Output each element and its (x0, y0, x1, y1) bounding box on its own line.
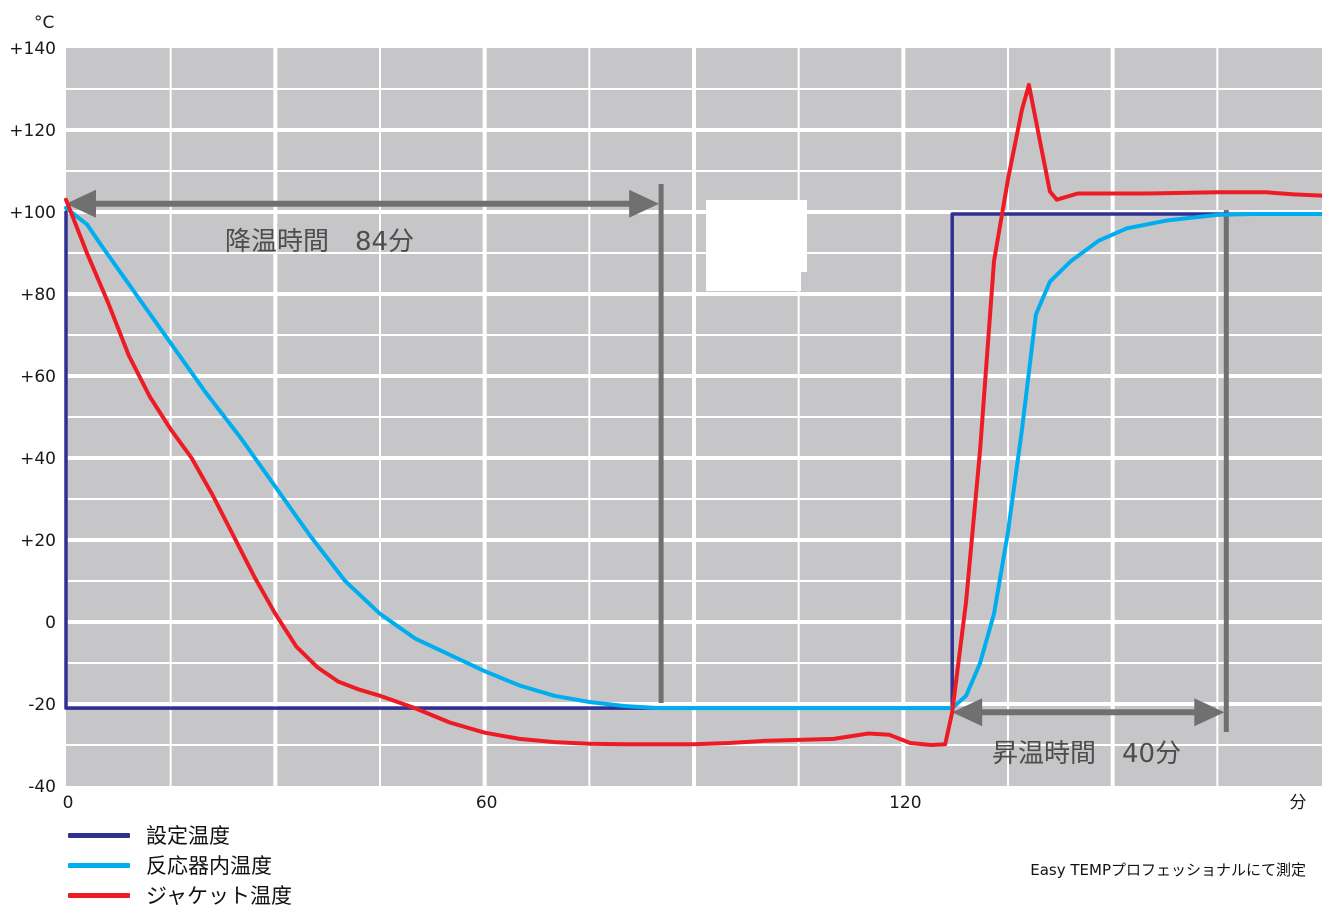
legend: 設定温度 反応器内温度 ジャケット温度 (68, 820, 292, 910)
y-axis-ticks: +140 +120 +100 +80 +60 +40 +20 0 -20 -40 (9, 39, 56, 797)
temperature-chart: +140 +120 +100 +80 +60 +40 +20 0 -20 -40 0 60 120 °… (9, 13, 1322, 812)
legend-label: 設定温度 (146, 824, 230, 848)
series-lines (64, 82, 1322, 747)
footnote: Easy TEMPプロフェッショナルにて測定 (1030, 861, 1306, 879)
x-axis-ticks: 0 60 120 (63, 793, 922, 812)
y-tick-label: +20 (20, 531, 56, 551)
y-tick-label: 0 (45, 613, 56, 633)
y-tick-label: -20 (28, 695, 56, 715)
y-tick-label: +140 (9, 39, 56, 59)
x-tick-label: 120 (889, 793, 921, 812)
arrow-head-right (1194, 698, 1225, 727)
y-tick-label: +40 (20, 449, 56, 469)
time-arrows (66, 184, 1229, 732)
cooling-time-label: 降温時間 84分 (225, 227, 414, 257)
y-tick-label: +100 (9, 203, 56, 223)
plot-blank-patch (706, 200, 807, 291)
legend-item-reactor: 反応器内温度 (68, 850, 292, 880)
legend-swatch-reactor (68, 862, 130, 868)
y-tick-label: +120 (9, 121, 56, 141)
y-axis-unit: °C (34, 13, 54, 33)
x-tick-label: 60 (476, 793, 498, 812)
arrow-head-left (952, 698, 983, 727)
setpoint-line (64, 210, 1322, 710)
reactor-temperature-line (64, 205, 1322, 711)
jacket-temperature-line (64, 82, 1322, 747)
y-tick-label: +80 (20, 285, 56, 305)
legend-swatch-jacket (68, 892, 130, 898)
x-axis-unit: 分 (1290, 793, 1307, 812)
legend-swatch-setpoint (68, 832, 130, 838)
x-tick-label: 0 (63, 793, 74, 812)
legend-label: ジャケット温度 (146, 884, 292, 908)
blank-patch (706, 205, 801, 291)
legend-label: 反応器内温度 (146, 854, 272, 878)
y-tick-label: +60 (20, 367, 56, 387)
arrow-head-left (66, 189, 96, 218)
legend-item-setpoint: 設定温度 (68, 820, 292, 850)
y-tick-label: -40 (28, 777, 56, 797)
arrow-head-right (629, 189, 660, 218)
heating-time-label: 昇温時間 40分 (992, 739, 1181, 769)
legend-item-jacket: ジャケット温度 (68, 880, 292, 910)
